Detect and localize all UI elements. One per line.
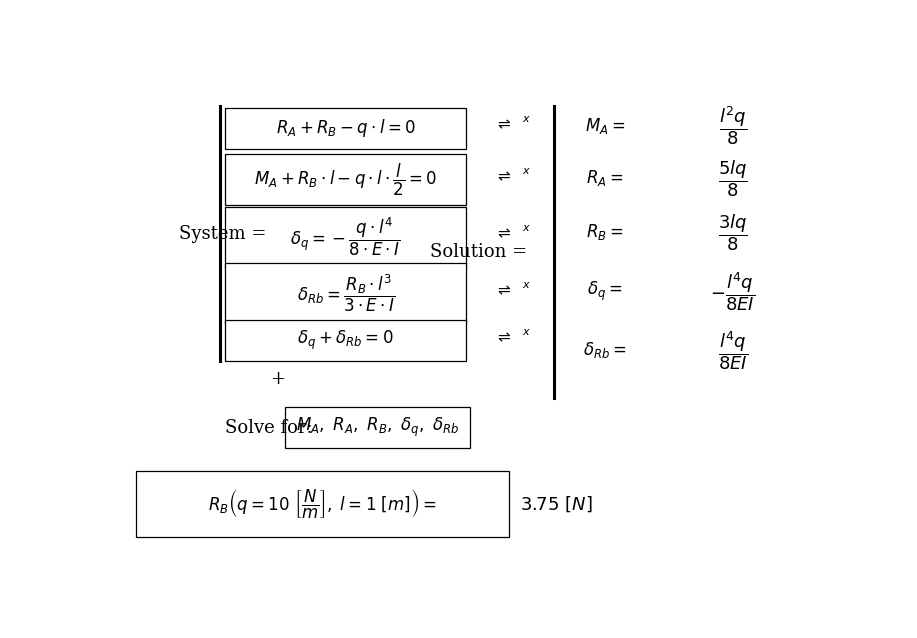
Text: $\delta_q + \delta_{Rb} = 0$: $\delta_q + \delta_{Rb} = 0$ [297, 329, 393, 352]
FancyBboxPatch shape [225, 320, 467, 361]
Text: Solution =: Solution = [430, 243, 526, 261]
FancyBboxPatch shape [225, 108, 467, 149]
Text: $R_B\left(q = 10\ \left[\dfrac{N}{m}\right],\ l = 1\ [m]\right) =$: $R_B\left(q = 10\ \left[\dfrac{N}{m}\rig… [208, 487, 436, 521]
Text: $x$: $x$ [522, 114, 531, 124]
Text: $M_A + R_B \cdot l - q \cdot l \cdot \dfrac{l}{2} = 0$: $M_A + R_B \cdot l - q \cdot l \cdot \df… [254, 161, 437, 198]
Text: $-\dfrac{l^4 q}{8EI}$: $-\dfrac{l^4 q}{8EI}$ [711, 270, 756, 313]
FancyBboxPatch shape [225, 263, 467, 324]
Text: System =: System = [179, 225, 266, 243]
Text: $\delta_{Rb} = \dfrac{R_B \cdot l^3}{3 \cdot E \cdot I}$: $\delta_{Rb} = \dfrac{R_B \cdot l^3}{3 \… [296, 273, 394, 315]
Text: $x$: $x$ [522, 223, 531, 234]
Text: $M_A,\ R_A,\ R_B,\ \delta_q,\ \delta_{Rb}$: $M_A,\ R_A,\ R_B,\ \delta_q,\ \delta_{Rb… [296, 416, 459, 440]
Text: $\rightleftharpoons$: $\rightleftharpoons$ [495, 285, 512, 298]
FancyBboxPatch shape [285, 407, 470, 449]
Text: $R_B=$: $R_B=$ [586, 222, 624, 242]
FancyBboxPatch shape [225, 207, 467, 268]
Text: $\dfrac{3lq}{8}$: $\dfrac{3lq}{8}$ [718, 212, 748, 253]
Text: +: + [271, 369, 285, 388]
Text: $\dfrac{l^2 q}{8}$: $\dfrac{l^2 q}{8}$ [719, 105, 747, 147]
Text: $R_A + R_B - q \cdot l = 0$: $R_A + R_B - q \cdot l = 0$ [276, 117, 415, 139]
Text: $\dfrac{l^4 q}{8EI}$: $\dfrac{l^4 q}{8EI}$ [718, 329, 748, 371]
Text: $x$: $x$ [522, 280, 531, 290]
Text: Solve for:: Solve for: [225, 419, 313, 437]
Text: $\delta_{Rb}=$: $\delta_{Rb}=$ [583, 340, 626, 360]
Text: $\rightleftharpoons$: $\rightleftharpoons$ [495, 119, 512, 133]
Text: $3.75\ [N]$: $3.75\ [N]$ [520, 494, 592, 514]
Text: $\delta_q = -\dfrac{q \cdot l^4}{8 \cdot E \cdot I}$: $\delta_q = -\dfrac{q \cdot l^4}{8 \cdot… [291, 216, 401, 258]
Text: $\rightleftharpoons$: $\rightleftharpoons$ [495, 228, 512, 242]
Text: $x$: $x$ [522, 327, 531, 336]
Text: $\rightleftharpoons$: $\rightleftharpoons$ [495, 331, 512, 345]
FancyBboxPatch shape [225, 154, 467, 205]
Text: $\delta_q=$: $\delta_q=$ [587, 279, 623, 303]
Text: $M_A=$: $M_A=$ [585, 115, 625, 136]
Text: $R_A=$: $R_A=$ [586, 168, 624, 188]
Text: $\dfrac{5lq}{8}$: $\dfrac{5lq}{8}$ [718, 158, 748, 198]
Text: $\rightleftharpoons$: $\rightleftharpoons$ [495, 170, 512, 184]
FancyBboxPatch shape [136, 471, 509, 537]
Text: $x$: $x$ [522, 166, 531, 176]
